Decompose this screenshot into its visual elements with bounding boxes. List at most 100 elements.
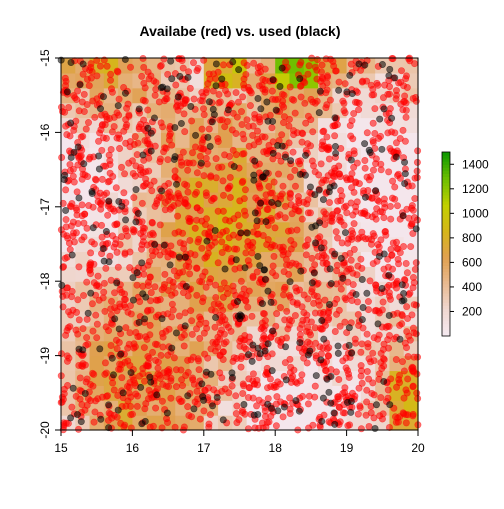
available-point	[273, 393, 281, 401]
available-point	[392, 139, 400, 147]
available-point	[302, 251, 310, 259]
used-point	[311, 191, 319, 199]
available-point	[346, 421, 354, 429]
available-point	[232, 89, 240, 97]
available-point	[186, 217, 194, 225]
available-point	[313, 75, 321, 83]
used-point	[268, 367, 276, 375]
available-point	[85, 82, 93, 90]
available-point	[344, 239, 352, 247]
available-point	[370, 357, 378, 365]
available-point	[298, 215, 306, 223]
available-point	[88, 68, 96, 76]
available-point	[412, 301, 420, 309]
available-point	[403, 303, 411, 311]
raster-cell	[61, 266, 76, 282]
available-point	[255, 138, 263, 146]
available-point	[172, 366, 180, 374]
used-point	[310, 269, 318, 277]
colorbar-tick-label: 1000	[462, 206, 489, 220]
available-point	[243, 116, 251, 124]
used-point	[211, 227, 219, 235]
colorbar-swatch	[442, 320, 450, 325]
available-point	[129, 169, 137, 177]
used-point	[89, 224, 97, 232]
available-point	[179, 268, 187, 276]
available-point	[310, 299, 318, 307]
available-point	[408, 311, 416, 319]
colorbar-swatch	[442, 152, 450, 156]
available-point	[404, 353, 412, 361]
available-point	[144, 261, 152, 269]
available-point	[63, 232, 71, 240]
used-point	[75, 345, 83, 353]
available-point	[253, 268, 261, 276]
used-point	[129, 296, 137, 304]
available-point	[404, 315, 412, 323]
used-point	[76, 81, 84, 89]
available-point	[171, 229, 179, 237]
raster-cell	[389, 221, 405, 238]
available-point	[384, 263, 392, 271]
used-point	[105, 401, 113, 409]
used-point	[212, 82, 220, 90]
available-point	[126, 329, 134, 337]
available-point	[355, 106, 363, 114]
used-point	[325, 300, 333, 308]
available-point	[349, 135, 357, 143]
used-point	[175, 253, 183, 261]
available-point	[220, 340, 228, 348]
available-point	[301, 242, 309, 250]
available-point	[287, 363, 295, 371]
available-point	[407, 243, 415, 251]
available-point	[120, 189, 128, 197]
available-point	[184, 188, 192, 196]
used-point	[146, 373, 154, 381]
available-point	[214, 259, 222, 267]
available-point	[73, 96, 81, 104]
available-point	[129, 226, 137, 234]
used-point	[113, 279, 121, 287]
raster-cell	[318, 221, 333, 238]
available-point	[357, 372, 365, 380]
available-point	[363, 398, 371, 406]
used-point	[132, 186, 140, 194]
used-point	[218, 75, 226, 83]
available-point	[221, 86, 229, 94]
available-point	[83, 101, 91, 109]
colorbar-tick-label: 1400	[462, 157, 489, 171]
available-point	[191, 398, 199, 406]
available-point	[135, 123, 143, 131]
available-point	[104, 211, 112, 219]
series-available-points	[57, 54, 422, 434]
raster-cell	[403, 132, 419, 148]
available-point	[121, 421, 129, 429]
colorbar-tick-label: 200	[462, 304, 482, 318]
colorbar-swatch	[442, 219, 450, 224]
colorbar-swatch	[442, 188, 450, 193]
available-point	[350, 220, 358, 228]
available-point	[402, 259, 410, 267]
colorbar-swatch	[442, 170, 450, 174]
available-point	[154, 296, 162, 304]
available-point	[253, 230, 261, 238]
available-point	[196, 334, 204, 342]
available-point	[347, 256, 355, 264]
used-point	[184, 392, 192, 400]
used-point	[212, 313, 220, 321]
colorbar-tick-label: 800	[462, 231, 482, 245]
available-point	[111, 221, 119, 229]
available-point	[122, 324, 130, 332]
available-point	[92, 176, 100, 184]
available-point	[162, 95, 170, 103]
colorbar-swatch	[442, 228, 450, 233]
available-point	[74, 425, 82, 433]
used-point	[100, 93, 108, 101]
available-point	[358, 264, 366, 272]
available-point	[372, 306, 380, 314]
used-point	[243, 229, 251, 237]
available-point	[199, 92, 207, 100]
available-point	[315, 301, 323, 309]
available-point	[239, 336, 247, 344]
available-point	[115, 365, 123, 373]
